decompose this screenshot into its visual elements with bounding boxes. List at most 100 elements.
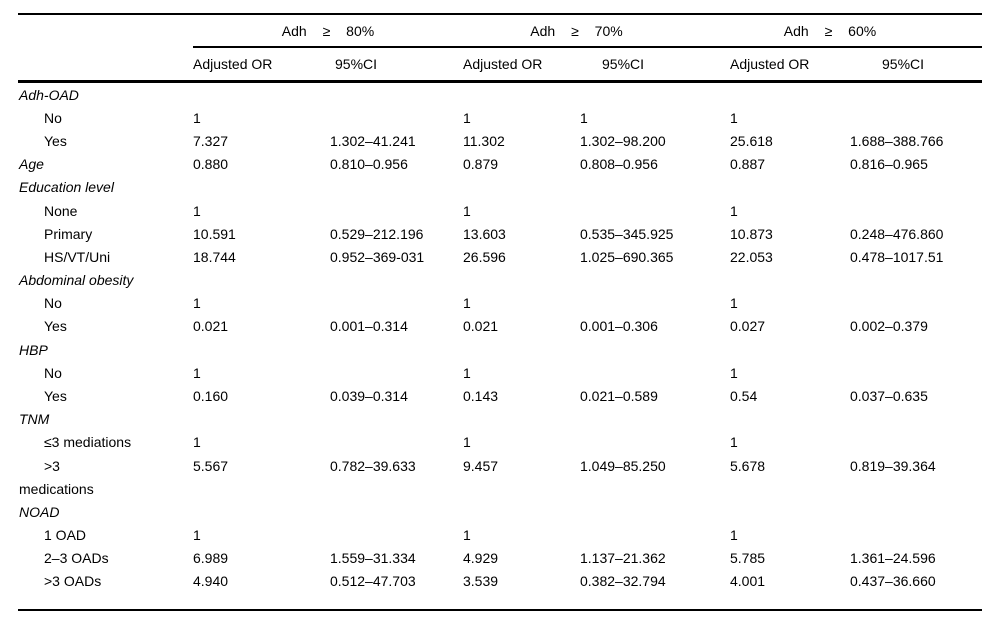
cell-adjusted-or: 1 — [463, 527, 471, 544]
cell-ci — [330, 199, 463, 222]
cell-adjusted-or: 1 — [193, 434, 201, 451]
cell-adjusted-or: 4.929 — [463, 550, 499, 567]
cell-adjusted-or: 0.160 — [193, 388, 229, 405]
cell-adjusted-or — [463, 82, 580, 107]
header-ci-80: 95%CI — [330, 47, 463, 83]
cell-adjusted-or: 4.001 — [730, 572, 766, 589]
cell-adjusted-or — [730, 176, 850, 199]
cell-ci: 0.039–0.314 — [330, 388, 408, 405]
table-row: No 1 1 1 — [18, 292, 982, 315]
cell-ci — [850, 431, 982, 454]
cell-adjusted-or — [463, 269, 580, 292]
cell-ci: 0.529–212.196 — [330, 225, 424, 242]
cell-ci: 1 — [580, 109, 588, 126]
cell-ci — [850, 292, 982, 315]
cell-ci — [330, 292, 463, 315]
cell-adjusted-or — [730, 500, 850, 523]
cell-adjusted-or — [463, 500, 580, 523]
cell-adjusted-or: 1 — [193, 364, 201, 381]
cell-ci — [580, 338, 730, 361]
cell-adjusted-or: 6.989 — [193, 550, 229, 567]
cell-ci: 0.512–47.703 — [330, 572, 416, 589]
cell-ci — [850, 199, 982, 222]
cell-ci — [580, 524, 730, 547]
cell-ci: 0.021–0.589 — [580, 388, 658, 405]
col-group-adh-60: Adh ≥ 60% — [730, 14, 982, 48]
cell-ci: 0.819–39.364 — [850, 457, 936, 474]
cell-ci: 0.782–39.633 — [330, 457, 416, 474]
row-label: Primary — [44, 225, 93, 242]
cell-adjusted-or: 0.880 — [193, 156, 229, 173]
row-label: Yes — [44, 132, 67, 149]
section-row: Education level — [18, 176, 982, 199]
table-row: >3 OADs 4.940 0.512–47.703 3.539 0.382–32.79… — [18, 570, 982, 610]
cell-adjusted-or: 1 — [463, 202, 471, 219]
table-row: Yes 0.021 0.001–0.314 0.021 0.001–0.306 0.027… — [18, 315, 982, 338]
cell-ci — [580, 199, 730, 222]
cell-ci — [850, 477, 982, 500]
corner-cell-2 — [18, 47, 193, 83]
cell-adjusted-or: 5.678 — [730, 457, 766, 474]
group-header-row: Adh ≥ 80% Adh ≥ 70% Adh ≥ 60% — [18, 14, 982, 48]
cell-adjusted-or: 1 — [463, 364, 471, 381]
cell-adjusted-or — [730, 408, 850, 431]
header-adjusted-or-70: Adjusted OR — [463, 47, 580, 83]
cell-ci: 1.302–41.241 — [330, 132, 416, 149]
cell-ci — [850, 500, 982, 523]
table-row: No 1 1 1 1 — [18, 106, 982, 129]
cell-adjusted-or: 1 — [193, 202, 201, 219]
cell-ci — [580, 82, 730, 107]
cell-adjusted-or: 26.596 — [463, 248, 506, 265]
cell-ci — [850, 524, 982, 547]
cell-ci: 0.808–0.956 — [580, 156, 658, 173]
cell-adjusted-or — [193, 269, 330, 292]
cell-adjusted-or: 1 — [193, 109, 201, 126]
cell-ci: 0.001–0.306 — [580, 318, 658, 335]
section-row: TNM — [18, 408, 982, 431]
row-label: Yes — [44, 318, 67, 335]
row-label: No — [44, 295, 62, 312]
cell-ci — [850, 338, 982, 361]
table-body: Adh-OAD No 1 1 1 1 Yes 7.327 1.302–41.241 11.302 1… — [18, 82, 982, 610]
cell-ci — [580, 176, 730, 199]
col-group-adh-80: Adh ≥ 80% — [193, 14, 463, 48]
table-row: Yes 0.160 0.039–0.314 0.143 0.021–0.589 0.54 0… — [18, 384, 982, 407]
cell-adjusted-or — [463, 408, 580, 431]
cell-ci — [330, 500, 463, 523]
cell-ci — [330, 524, 463, 547]
cell-ci — [850, 176, 982, 199]
section-row: NOAD — [18, 500, 982, 523]
cell-ci: 0.037–0.635 — [850, 388, 928, 405]
cell-adjusted-or: 5.567 — [193, 457, 229, 474]
cell-ci: 0.382–32.794 — [580, 572, 666, 589]
cell-ci — [330, 176, 463, 199]
cell-ci — [580, 269, 730, 292]
cell-ci: 0.478–1017.51 — [850, 248, 944, 265]
cell-ci: 0.952–369-031 — [330, 248, 425, 265]
cell-adjusted-or: 25.618 — [730, 132, 773, 149]
row-label: medications — [19, 480, 94, 497]
table-row: No 1 1 1 — [18, 361, 982, 384]
cell-ci — [580, 431, 730, 454]
cell-adjusted-or: 1 — [463, 295, 471, 312]
cell-adjusted-or: 22.053 — [730, 248, 773, 265]
cell-ci — [850, 269, 982, 292]
section-row: Age 0.880 0.810–0.956 0.879 0.808–0.956 0.887… — [18, 153, 982, 176]
cell-ci — [850, 408, 982, 431]
cell-ci — [850, 106, 982, 129]
cell-adjusted-or — [193, 408, 330, 431]
table-row: HS/VT/Uni 18.744 0.952–369-031 26.596 1.025–… — [18, 245, 982, 268]
row-label: NOAD — [19, 503, 60, 520]
cell-adjusted-or: 7.327 — [193, 132, 229, 149]
cell-adjusted-or: 1 — [730, 364, 738, 381]
table-row: 2–3 OADs 6.989 1.559–31.334 4.929 1.137–21.3… — [18, 547, 982, 570]
cell-ci — [330, 361, 463, 384]
cell-adjusted-or: 0.143 — [463, 388, 499, 405]
cell-ci: 0.248–476.860 — [850, 225, 944, 242]
cell-adjusted-or: 0.027 — [730, 318, 766, 335]
cell-adjusted-or: 0.54 — [730, 388, 758, 405]
cell-ci — [330, 106, 463, 129]
row-label: >3 — [44, 457, 60, 474]
cell-adjusted-or — [193, 500, 330, 523]
